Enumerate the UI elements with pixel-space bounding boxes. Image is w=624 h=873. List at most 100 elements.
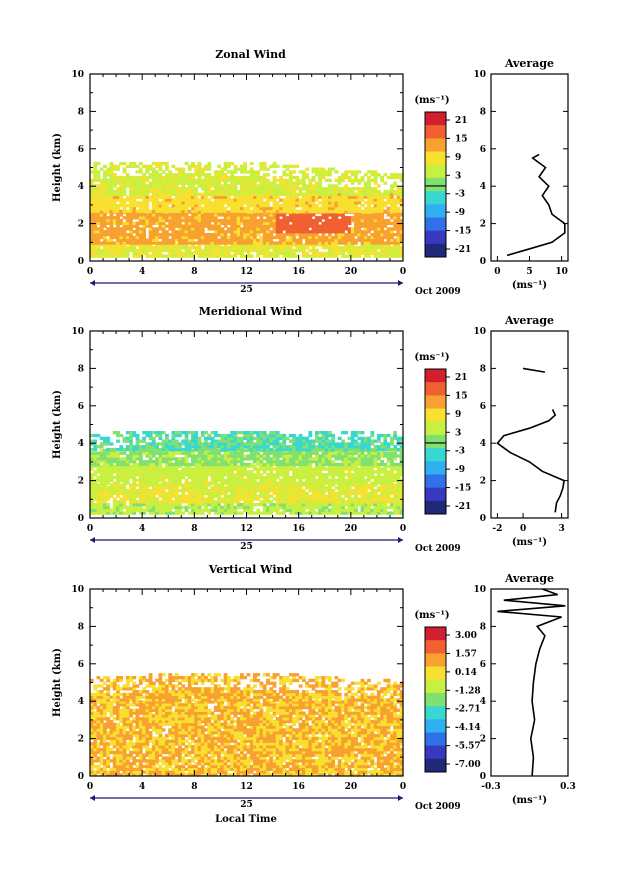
heatmap-cell <box>269 431 274 435</box>
heatmap-cell <box>380 216 384 220</box>
heatmap-cell <box>191 175 195 180</box>
heatmap-cell <box>275 489 280 493</box>
heatmap-cell <box>279 235 283 240</box>
heatmap-cell <box>341 218 345 223</box>
heatmap-cell <box>155 235 159 240</box>
heatmap-cell <box>344 173 349 177</box>
heatmap-cell <box>321 243 326 247</box>
heatmap-cell <box>380 201 384 205</box>
heatmap-cell <box>357 201 362 205</box>
heatmap-cell <box>90 246 94 250</box>
heatmap-cell <box>393 175 397 180</box>
heatmap-cell <box>93 442 98 446</box>
heatmap-cell <box>122 246 127 250</box>
heatmap-cell <box>106 503 111 507</box>
heatmap-cell <box>295 175 300 180</box>
heatmap-cell <box>197 439 202 443</box>
heatmap-cell <box>90 192 94 196</box>
heatmap-cell <box>171 209 176 213</box>
heatmap-cell <box>184 235 189 240</box>
heatmap-cell <box>308 184 313 188</box>
heatmap-cell <box>132 500 137 504</box>
heatmap-cell <box>301 473 306 477</box>
heatmap-cell <box>151 481 156 485</box>
heatmap-cell <box>301 201 306 205</box>
heatmap-cell <box>220 497 225 501</box>
heatmap-cell <box>230 178 234 182</box>
heatmap-cell <box>142 481 146 485</box>
heatmap-cell <box>285 221 290 225</box>
heatmap-cell <box>171 478 176 482</box>
heatmap-cell <box>194 218 199 223</box>
heatmap-cell <box>393 192 397 196</box>
heatmap-cell <box>178 195 182 199</box>
heatmap-cell <box>90 218 94 223</box>
heatmap-cell <box>373 198 378 202</box>
heatmap-cell <box>350 187 355 191</box>
heatmap-cell <box>386 227 391 231</box>
heatmap-cell <box>295 467 300 471</box>
heatmap-cell <box>315 447 319 452</box>
heatmap-cell <box>178 198 182 202</box>
heatmap-cell <box>233 500 238 504</box>
heatmap-cell <box>181 457 186 461</box>
heatmap-cell <box>116 505 120 510</box>
heatmap-cell <box>285 491 290 496</box>
heatmap-cell <box>341 248 345 253</box>
heatmap-cell <box>288 178 293 182</box>
heatmap-cell <box>282 436 287 440</box>
heatmap-cell <box>148 508 153 512</box>
heatmap-cell <box>119 221 124 225</box>
heatmap-cell <box>288 170 293 174</box>
heatmap-cell <box>315 206 319 211</box>
heatmap-cell <box>308 235 313 240</box>
heatmap-cell <box>256 483 261 487</box>
heatmap-cell <box>230 505 234 510</box>
heatmap-cell <box>125 454 130 458</box>
heatmap-cell <box>122 470 127 474</box>
heatmap-cell <box>357 235 362 240</box>
heatmap-cell <box>337 230 342 234</box>
heatmap-cell <box>223 233 228 237</box>
heatmap-cell <box>230 478 234 482</box>
heatmap-cell <box>243 206 247 211</box>
heatmap-cell <box>256 454 261 458</box>
heatmap-cell <box>122 184 127 188</box>
heatmap-cell <box>295 439 300 443</box>
heatmap-cell <box>96 189 101 194</box>
heatmap-cell <box>213 486 218 490</box>
heatmap-cell <box>285 464 290 468</box>
heatmap-cell <box>275 187 280 191</box>
heatmap-cell <box>165 462 169 467</box>
heatmap-cell <box>298 243 303 247</box>
heatmap-cell <box>298 451 303 455</box>
heatmap-cell <box>275 483 280 487</box>
heatmap-cell <box>301 491 306 496</box>
heatmap-cell <box>187 221 192 225</box>
heatmap-cell <box>226 464 231 468</box>
heatmap-cell <box>204 486 208 490</box>
heatmap-cell <box>324 497 329 501</box>
heatmap-cell <box>328 206 332 211</box>
heatmap-cell <box>370 178 375 182</box>
heatmap-cell <box>112 431 117 435</box>
heatmap-cell <box>116 238 120 242</box>
heatmap-cell <box>341 195 345 199</box>
heatmap-cell <box>259 178 264 182</box>
heatmap-cell <box>301 192 306 196</box>
heatmap-cell <box>272 175 277 180</box>
heatmap-cell <box>240 497 244 501</box>
heatmap-cell <box>103 505 107 510</box>
heatmap-cell <box>266 511 270 515</box>
heatmap-cell <box>272 230 277 234</box>
heatmap-cell <box>321 447 326 452</box>
heatmap-cell <box>122 486 127 490</box>
heatmap-cell <box>249 254 254 258</box>
heatmap-cell <box>145 483 150 487</box>
heatmap-cell <box>357 206 362 211</box>
heatmap-cell <box>220 204 225 208</box>
heatmap-cell <box>243 442 247 446</box>
heatmap-cell <box>367 251 371 255</box>
heatmap-cell <box>249 475 254 480</box>
heatmap-cell <box>197 505 202 510</box>
